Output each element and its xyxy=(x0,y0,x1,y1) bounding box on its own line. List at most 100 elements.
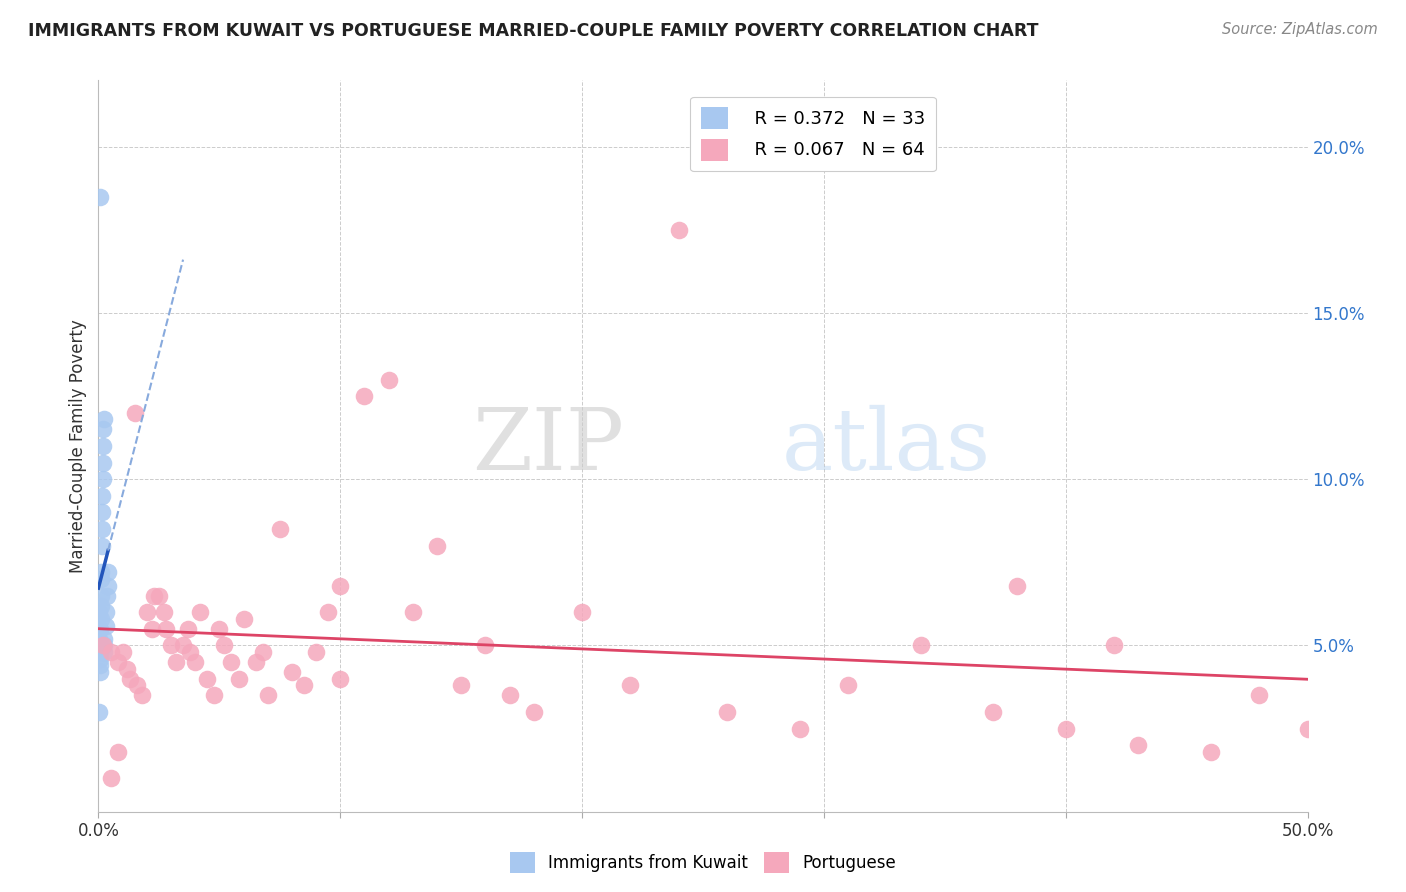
Point xyxy=(155,622,177,636)
Point xyxy=(118,672,141,686)
Point xyxy=(281,665,304,679)
Point xyxy=(353,389,375,403)
Point xyxy=(789,722,811,736)
Point xyxy=(1128,738,1150,752)
Point xyxy=(152,605,174,619)
Legend: Immigrants from Kuwait, Portuguese: Immigrants from Kuwait, Portuguese xyxy=(503,846,903,880)
Point xyxy=(292,678,315,692)
Point xyxy=(90,572,112,586)
Point xyxy=(91,472,114,486)
Point xyxy=(1102,639,1125,653)
Point xyxy=(305,645,328,659)
Point xyxy=(316,605,339,619)
Point xyxy=(208,622,231,636)
Point xyxy=(232,612,254,626)
Point xyxy=(87,605,110,619)
Point xyxy=(474,639,496,653)
Point xyxy=(252,645,274,659)
Point xyxy=(450,678,472,692)
Point xyxy=(143,589,166,603)
Point xyxy=(141,622,163,636)
Text: ZIP: ZIP xyxy=(472,404,624,488)
Point xyxy=(87,705,110,719)
Point xyxy=(111,645,134,659)
Point xyxy=(402,605,425,619)
Point xyxy=(204,689,226,703)
Point xyxy=(716,705,738,719)
Text: IMMIGRANTS FROM KUWAIT VS PORTUGUESE MARRIED-COUPLE FAMILY POVERTY CORRELATION C: IMMIGRANTS FROM KUWAIT VS PORTUGUESE MAR… xyxy=(28,22,1039,40)
Point xyxy=(89,652,111,666)
Point xyxy=(93,412,115,426)
Point xyxy=(89,622,111,636)
Point xyxy=(329,579,352,593)
Point xyxy=(97,566,120,580)
Point xyxy=(1007,579,1029,593)
Point xyxy=(89,665,111,679)
Point xyxy=(179,645,201,659)
Point xyxy=(89,189,111,203)
Point xyxy=(90,612,112,626)
Point xyxy=(100,645,122,659)
Point xyxy=(256,689,278,703)
Point xyxy=(90,599,112,613)
Point xyxy=(269,522,291,536)
Point xyxy=(91,456,114,470)
Point xyxy=(910,639,932,653)
Point xyxy=(195,672,218,686)
Point xyxy=(172,639,194,653)
Point xyxy=(619,678,641,692)
Point xyxy=(377,372,399,386)
Point xyxy=(1249,689,1271,703)
Point xyxy=(93,639,115,653)
Point xyxy=(837,678,859,692)
Point xyxy=(498,689,520,703)
Point xyxy=(90,589,112,603)
Point xyxy=(94,618,117,632)
Point xyxy=(93,632,115,646)
Point xyxy=(131,689,153,703)
Point xyxy=(426,539,449,553)
Point xyxy=(91,639,114,653)
Legend:   R = 0.372   N = 33,   R = 0.067   N = 64: R = 0.372 N = 33, R = 0.067 N = 64 xyxy=(690,96,936,171)
Point xyxy=(89,622,111,636)
Point xyxy=(245,655,267,669)
Point xyxy=(188,605,211,619)
Point xyxy=(165,655,187,669)
Point xyxy=(184,655,207,669)
Point xyxy=(96,589,118,603)
Point xyxy=(91,439,114,453)
Point xyxy=(91,422,114,436)
Point xyxy=(523,705,546,719)
Point xyxy=(94,605,117,619)
Text: Source: ZipAtlas.com: Source: ZipAtlas.com xyxy=(1222,22,1378,37)
Point xyxy=(668,223,690,237)
Point xyxy=(124,406,146,420)
Point xyxy=(177,622,200,636)
Point xyxy=(148,589,170,603)
Point xyxy=(90,566,112,580)
Point xyxy=(212,639,235,653)
Point xyxy=(89,645,111,659)
Point xyxy=(90,522,112,536)
Point xyxy=(221,655,243,669)
Point xyxy=(93,645,115,659)
Point xyxy=(100,772,122,786)
Point xyxy=(89,632,111,646)
Point xyxy=(160,639,183,653)
Point xyxy=(228,672,250,686)
Point xyxy=(571,605,593,619)
Point xyxy=(117,662,139,676)
Point xyxy=(1296,722,1319,736)
Point xyxy=(89,658,111,673)
Point xyxy=(127,678,149,692)
Point xyxy=(1054,722,1077,736)
Point xyxy=(90,539,112,553)
Y-axis label: Married-Couple Family Poverty: Married-Couple Family Poverty xyxy=(69,319,87,573)
Point xyxy=(1199,745,1222,759)
Point xyxy=(89,639,111,653)
Point xyxy=(135,605,157,619)
Point xyxy=(97,579,120,593)
Text: atlas: atlas xyxy=(782,404,991,488)
Point xyxy=(107,655,129,669)
Point xyxy=(91,489,114,503)
